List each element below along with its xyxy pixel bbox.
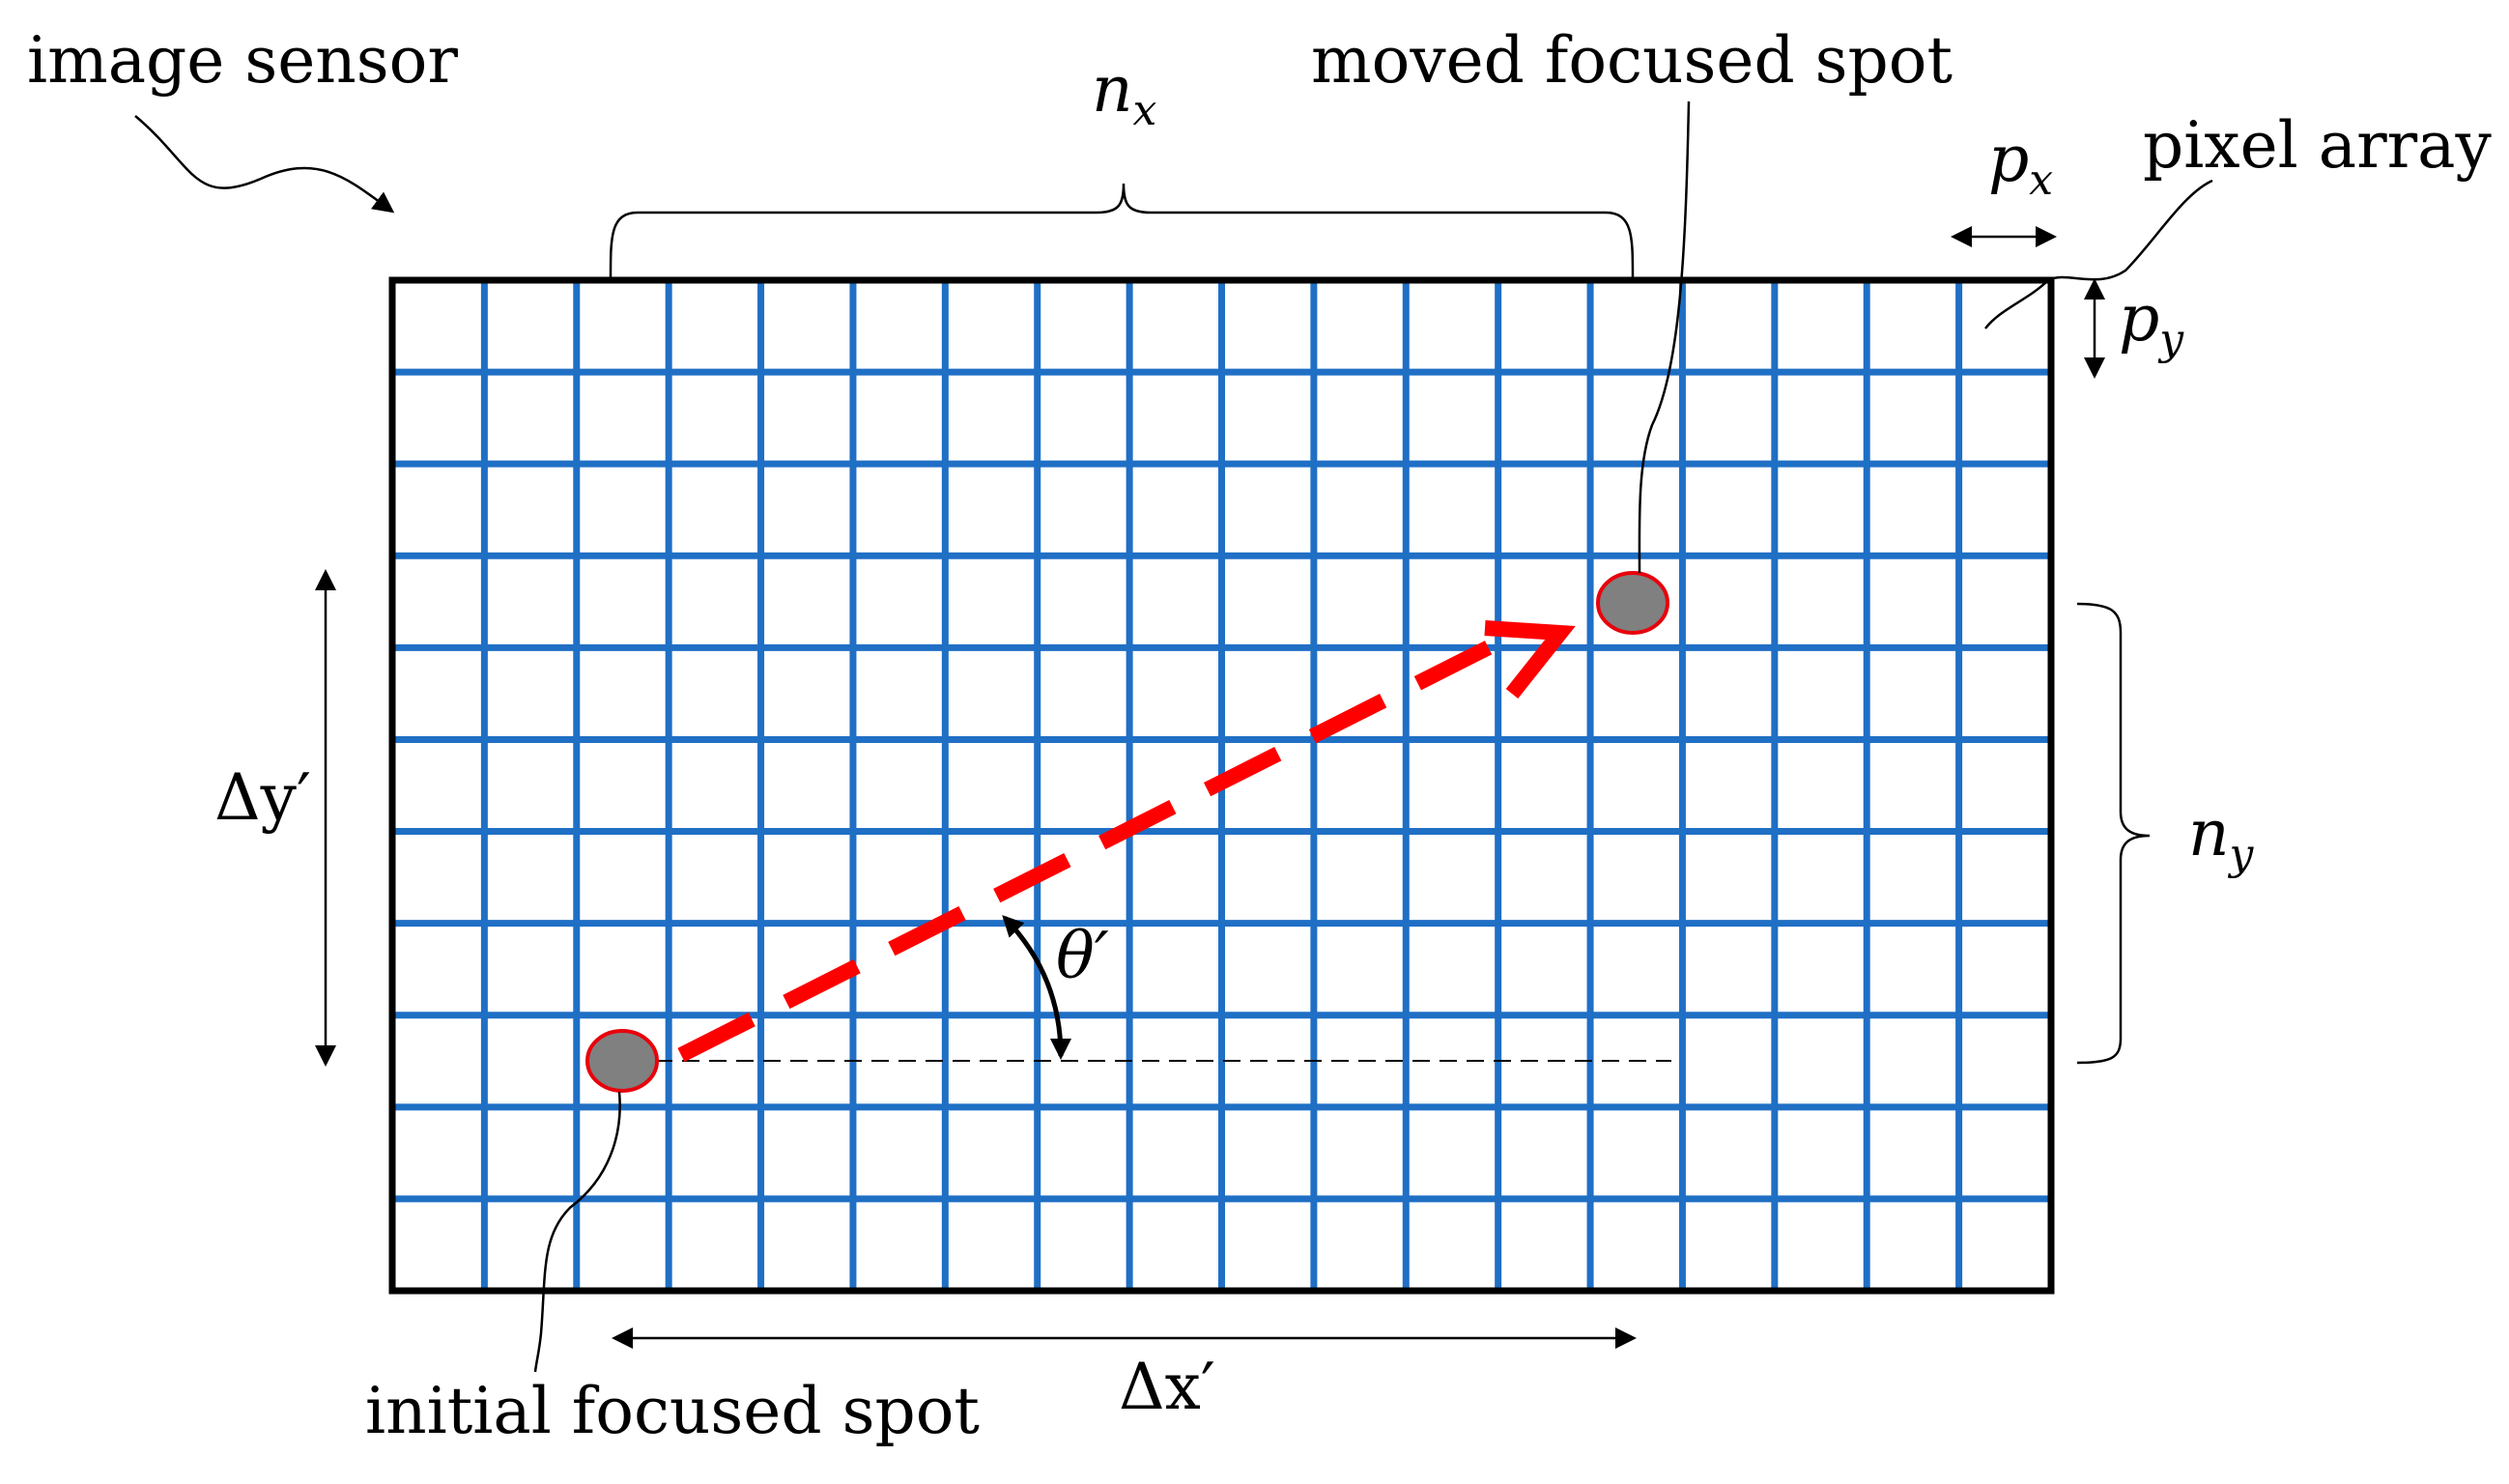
ny-symbol: ny	[2188, 796, 2255, 879]
moved-focused-spot	[1596, 571, 1669, 635]
image-sensor-label: image sensor	[27, 23, 458, 98]
pixel-grid	[392, 280, 2051, 1291]
movement-path	[677, 638, 1497, 1063]
moved-spot-leader	[1638, 100, 1691, 574]
sensor-border	[388, 276, 2055, 1295]
moved-spot-label: moved focused spot	[1311, 23, 1953, 98]
pixel-array-label: pixel array	[2143, 108, 2493, 183]
pixel-array-leader	[1984, 179, 2213, 329]
delta-y-label: Δy′	[214, 760, 311, 835]
theta-label: θ′	[1056, 919, 1109, 993]
theta-angle-arc	[1002, 915, 1071, 1060]
ny-brace	[2076, 602, 2151, 1065]
delta-x-label: Δx′	[1119, 1350, 1215, 1424]
image-sensor-leader	[134, 115, 395, 214]
initial-spot-leader	[533, 1091, 621, 1373]
py-symbol: py	[2119, 281, 2184, 364]
initial-spot-label: initial focused spot	[365, 1374, 980, 1448]
movement-arrowhead	[1484, 620, 1576, 699]
initial-focused-spot	[585, 1029, 659, 1093]
nx-brace	[609, 183, 1635, 279]
px-symbol: px	[1988, 122, 2053, 205]
nx-symbol: nx	[1092, 52, 1157, 135]
